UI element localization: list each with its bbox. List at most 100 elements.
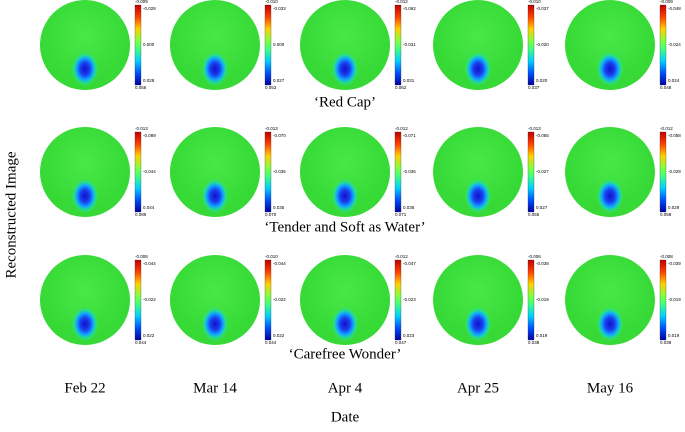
colorbar-label: -0.058: [668, 133, 681, 138]
colorbar: [264, 131, 272, 213]
row-caption: ‘Red Cap’: [314, 94, 376, 110]
conductivity-blob: [464, 178, 492, 214]
colorbar-label: -0.012: [660, 126, 673, 131]
colorbar-label: -0.013: [265, 126, 278, 131]
colorbar-label: 0.031: [403, 78, 415, 83]
y-axis-label: Reconstructed Image: [3, 151, 19, 278]
row-caption: ‘Carefree Wonder’: [289, 346, 402, 362]
conductivity-blob: [71, 178, 99, 214]
conductivity-blob: [596, 178, 624, 214]
row-caption: ‘Tender and Soft as Water’: [264, 219, 425, 235]
colorbar-label: -0.012: [395, 126, 408, 131]
colorbar-label: -0.028: [143, 6, 156, 11]
conductivity-blob: [201, 306, 229, 342]
colorbar-label: 0.027: [273, 78, 285, 83]
colorbar-label: -0.048: [668, 6, 681, 11]
colorbar-label: 0.022: [143, 333, 155, 338]
colorbar: [394, 259, 402, 341]
conductivity-blob: [71, 51, 99, 87]
colorbar-label: 0.000: [143, 42, 155, 47]
colorbar-label: 0.070: [265, 212, 277, 217]
conductivity-blob: [201, 178, 229, 214]
conductivity-blob: [596, 51, 624, 87]
reconstructed-image: [433, 0, 523, 90]
colorbar-label: -0.022: [273, 297, 286, 302]
reconstructed-image: [300, 255, 390, 345]
colorbar-label: 0.019: [668, 333, 680, 338]
reconstructed-image: [565, 127, 655, 217]
colorbar-label: -0.071: [403, 133, 416, 138]
colorbar-label: 0.044: [143, 205, 155, 210]
colorbar-label: 0.037: [528, 85, 540, 90]
colorbar-label: 0.044: [135, 340, 147, 345]
colorbar-label: -0.037: [536, 6, 549, 11]
colorbar-label: 0.055: [528, 212, 540, 217]
colorbar-label: 0.058: [660, 212, 672, 217]
colorbar-label: -0.039: [668, 261, 681, 266]
colorbar-label: -0.010: [265, 0, 278, 4]
colorbar-label: -0.019: [668, 297, 681, 302]
colorbar: [527, 4, 535, 86]
conductivity-blob: [331, 51, 359, 87]
colorbar-label: -0.020: [536, 42, 549, 47]
colorbar-label: -0.055: [536, 133, 549, 138]
colorbar-label: 0.023: [403, 333, 415, 338]
colorbar: [527, 131, 535, 213]
colorbar-label: 0.027: [536, 205, 548, 210]
colorbar-label: 0.062: [395, 85, 407, 90]
colorbar-label: -0.044: [273, 261, 286, 266]
colorbar-label: -0.035: [273, 169, 286, 174]
colorbar-label: -0.009: [660, 0, 673, 4]
colorbar: [394, 131, 402, 213]
colorbar-label: -0.012: [395, 0, 408, 4]
date-label: Feb 22: [64, 380, 105, 396]
colorbar-label: -0.010: [528, 0, 541, 4]
colorbar-label: -0.006: [528, 254, 541, 259]
colorbar-label: 0.039: [660, 340, 672, 345]
colorbar-label: -0.029: [668, 169, 681, 174]
colorbar-label: 0.038: [528, 340, 540, 345]
reconstructed-image: [40, 255, 130, 345]
colorbar-label: 0.019: [536, 333, 548, 338]
reconstructed-image: [40, 127, 130, 217]
reconstructed-image: [300, 0, 390, 90]
colorbar: [659, 131, 667, 213]
colorbar-label: -0.027: [536, 169, 549, 174]
colorbar-label: 0.024: [668, 78, 680, 83]
colorbar: [134, 259, 142, 341]
colorbar-label: -0.008: [660, 254, 673, 259]
conductivity-blob: [331, 306, 359, 342]
colorbar-label: 0.056: [135, 85, 147, 90]
colorbar-label: 0.071: [395, 212, 407, 217]
conductivity-blob: [71, 306, 99, 342]
colorbar-label: -0.044: [143, 261, 156, 266]
reconstructed-image: [40, 0, 130, 90]
date-label: May 16: [587, 380, 634, 396]
colorbar-label: 0.000: [273, 42, 285, 47]
reconstructed-image: [433, 127, 523, 217]
colorbar-label: -0.019: [536, 297, 549, 302]
colorbar-label: -0.033: [273, 6, 286, 11]
colorbar-label: -0.012: [395, 254, 408, 259]
colorbar-label: -0.022: [143, 297, 156, 302]
x-axis-label: Date: [331, 409, 360, 425]
colorbar-label: 0.035: [273, 205, 285, 210]
colorbar-label: -0.013: [135, 126, 148, 131]
colorbar-label: 0.022: [273, 333, 285, 338]
date-label: Mar 14: [193, 380, 237, 396]
colorbar-label: 0.053: [265, 85, 277, 90]
colorbar-label: -0.013: [528, 126, 541, 131]
colorbar-label: -0.010: [265, 254, 278, 259]
reconstructed-image: [433, 255, 523, 345]
colorbar-label: -0.044: [143, 169, 156, 174]
colorbar: [527, 259, 535, 341]
colorbar: [264, 259, 272, 341]
reconstructed-image: [565, 0, 655, 90]
colorbar-label: -0.089: [143, 133, 156, 138]
conductivity-blob: [331, 178, 359, 214]
colorbar-label: 0.036: [403, 205, 415, 210]
colorbar-label: 0.089: [135, 212, 147, 217]
colorbar-label: -0.047: [403, 261, 416, 266]
reconstructed-image: [300, 127, 390, 217]
colorbar-label: -0.008: [135, 254, 148, 259]
